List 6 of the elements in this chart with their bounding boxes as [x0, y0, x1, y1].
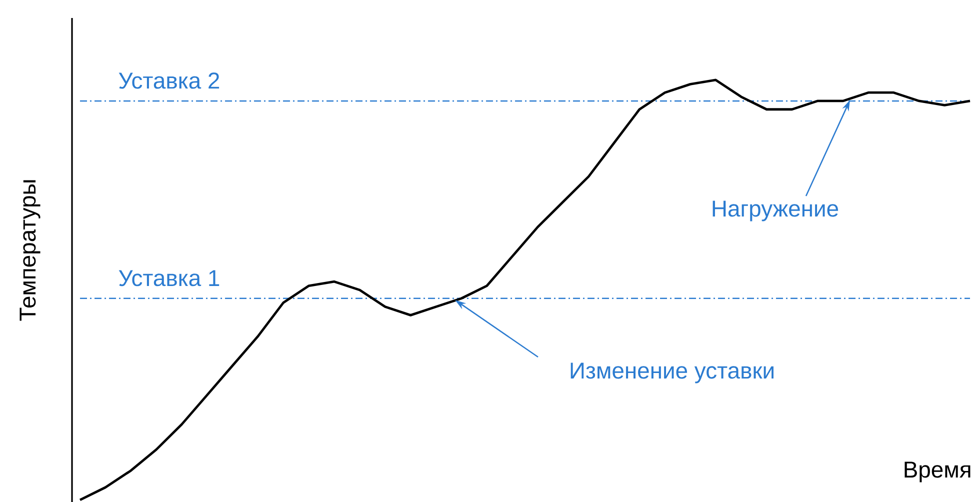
annotation: Изменение уставки — [570, 362, 774, 384]
ref-line-label: Уставка 2 — [118, 72, 220, 89]
x-axis-title: Время — [904, 462, 970, 482]
ref-line-label: Уставка 1 — [118, 270, 220, 286]
y-axis-title: Температуры — [20, 180, 40, 321]
annotation: Нагружение — [712, 200, 838, 222]
